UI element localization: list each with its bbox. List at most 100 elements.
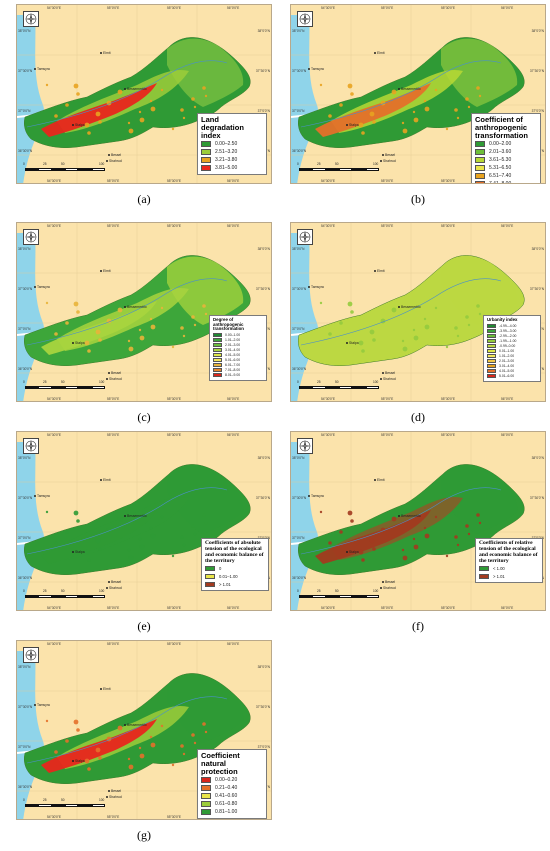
legend-entry: 1.01–2.00 xyxy=(487,354,537,359)
legend-entry: 0.21–0.40 xyxy=(201,785,263,792)
settlement-marker xyxy=(346,124,348,126)
basin-core-zone xyxy=(315,301,431,355)
basin-speckle xyxy=(191,97,195,101)
scale-bar-numbers: 0 25 50 100 xyxy=(23,380,113,385)
legend-title: Coefficient of anthropogenic transformat… xyxy=(475,115,528,140)
scale-bar-segment xyxy=(38,168,52,171)
legend-entry: 0.00–2.50 xyxy=(201,141,263,148)
scale-number: 0 xyxy=(297,162,299,166)
north-arrow-icon xyxy=(297,438,313,454)
basin-speckle xyxy=(87,767,91,771)
longitude-tick-label: 55°30'0"E xyxy=(441,179,456,183)
basin-speckle xyxy=(95,538,101,544)
place-label: Stalpa xyxy=(349,341,359,345)
scale-number: 100 xyxy=(99,798,105,802)
legend-entry: 4.01–5.00 xyxy=(487,369,537,374)
panel-caption: (a) xyxy=(137,192,151,206)
basin-speckle xyxy=(423,526,427,530)
basin-speckle xyxy=(467,105,471,109)
basin-core-zone xyxy=(41,719,157,773)
map-panel-c: 54°30'0"E 54°30'0"E 55°0'0"E 55°0'0"E 55°30'… xyxy=(16,222,272,402)
basin-speckle xyxy=(358,549,364,555)
settlement-marker xyxy=(106,378,108,380)
longitude-tick-label: 55°0'0"E xyxy=(107,433,120,437)
settlement-marker xyxy=(398,515,400,517)
basin-speckle xyxy=(319,83,323,87)
latitude-tick-label: 36°30'0"N xyxy=(18,367,33,371)
basin-speckle xyxy=(347,301,353,307)
map-panel-f: 54°30'0"E 54°30'0"E 55°0'0"E 55°0'0"E 55°30'… xyxy=(290,431,546,611)
scale-bar-numbers: 0 25 50 100 xyxy=(297,589,387,594)
basin-speckle xyxy=(54,332,58,336)
settlement-marker xyxy=(380,587,382,589)
scale-number: 50 xyxy=(61,798,65,802)
settlement-marker xyxy=(124,724,126,726)
legend-swatch xyxy=(487,369,496,374)
latitude-tick-label: 38°0'0"N xyxy=(257,29,270,33)
basin-speckle xyxy=(202,513,206,517)
latitude-tick-label: 37°30'0"N xyxy=(529,287,544,291)
legend-swatch xyxy=(475,181,485,183)
legend-swatch xyxy=(487,349,496,354)
legend-entry: 3.01–4.00 xyxy=(213,348,263,353)
basin-speckle xyxy=(182,543,186,547)
basin-speckle xyxy=(465,524,469,528)
north-arrow-icon xyxy=(23,11,39,27)
basin-speckle xyxy=(193,532,197,536)
basin-core-zone xyxy=(41,83,157,137)
place-label: Bessemertilo xyxy=(401,305,421,309)
scale-bar-numbers: 0 25 50 100 xyxy=(23,589,113,594)
legend-label: 8.01–9.00 xyxy=(225,373,241,378)
longitude-tick-label: 54°30'0"E xyxy=(47,815,62,819)
legend-swatch xyxy=(479,566,489,572)
sea-area xyxy=(17,233,44,401)
longitude-tick-label: 55°30'0"E xyxy=(167,433,182,437)
legend-entry: < 1.00 xyxy=(479,565,539,572)
legend-entry: 8.01–9.00 xyxy=(213,373,263,378)
longitude-tick-label: 54°30'0"E xyxy=(321,433,336,437)
place-label: Tamsyra xyxy=(311,285,324,289)
basin-speckle xyxy=(138,746,142,750)
basin-speckle xyxy=(402,128,408,134)
latitude-tick-label: 38°0'0"N xyxy=(257,665,270,669)
scale-number: 50 xyxy=(335,589,339,593)
basin-speckle xyxy=(182,116,186,120)
legend-entry: -4.99–-4.00 xyxy=(487,324,537,329)
place-label: Stalpa xyxy=(349,550,359,554)
map-legend: Coefficient of anthropogenic transformat… xyxy=(471,113,541,183)
settlement-marker xyxy=(382,581,384,583)
basin-east-zone xyxy=(167,256,244,325)
map-canvas xyxy=(291,223,545,401)
legend-label: -3.99–-3.00 xyxy=(499,329,517,334)
longitude-tick-label: 55°30'0"E xyxy=(167,815,182,819)
legend-label: 0.61–0.80 xyxy=(215,801,238,808)
latitude-tick-label: 37°0'0"N xyxy=(531,109,544,113)
scale-number: 100 xyxy=(373,380,379,384)
longitude-tick-label: 55°0'0"E xyxy=(381,224,394,228)
basin-speckle xyxy=(350,310,354,314)
place-label: Bessel xyxy=(111,153,122,157)
basin-speckle xyxy=(76,310,80,314)
map-canvas xyxy=(17,5,271,183)
basin-speckle xyxy=(413,117,419,123)
sea-area xyxy=(17,651,44,819)
settlement-marker xyxy=(380,160,382,162)
longitude-tick-label: 55°0'0"E xyxy=(381,397,394,401)
basin-speckle xyxy=(84,549,90,555)
legend-swatch xyxy=(479,574,489,580)
longitude-tick-label: 55°0'0"E xyxy=(107,815,120,819)
map-panel-a: 54°30'0"E 54°30'0"E 55°0'0"E 55°0'0"E 55°30'… xyxy=(16,4,272,184)
settlement-marker xyxy=(346,342,348,344)
basin-speckle xyxy=(65,103,69,107)
longitude-tick-label: 56°0'0"E xyxy=(227,606,240,610)
scale-bar-segment xyxy=(78,595,92,598)
longitude-tick-label: 55°0'0"E xyxy=(107,642,120,646)
basin-speckle xyxy=(319,301,323,305)
place-label: Bessel xyxy=(385,580,396,584)
scale-bar-segment xyxy=(365,595,379,598)
basin-speckle xyxy=(339,103,343,107)
scale-bar-segment xyxy=(51,168,65,171)
legend-title: Degree of anthropogenic transformation xyxy=(213,317,244,332)
latitude-tick-label: 37°30'0"N xyxy=(529,69,544,73)
basin-speckle xyxy=(328,541,332,545)
